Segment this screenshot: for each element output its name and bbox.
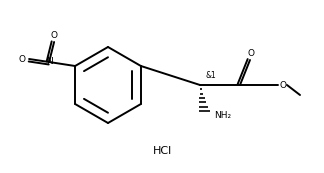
Text: NH₂: NH₂: [214, 111, 231, 120]
Text: O: O: [280, 80, 286, 89]
Text: O: O: [248, 48, 254, 57]
Text: N: N: [46, 57, 52, 66]
Text: O: O: [18, 54, 26, 63]
Text: &1: &1: [205, 71, 216, 80]
Text: O: O: [51, 30, 58, 39]
Text: HCl: HCl: [152, 146, 172, 156]
